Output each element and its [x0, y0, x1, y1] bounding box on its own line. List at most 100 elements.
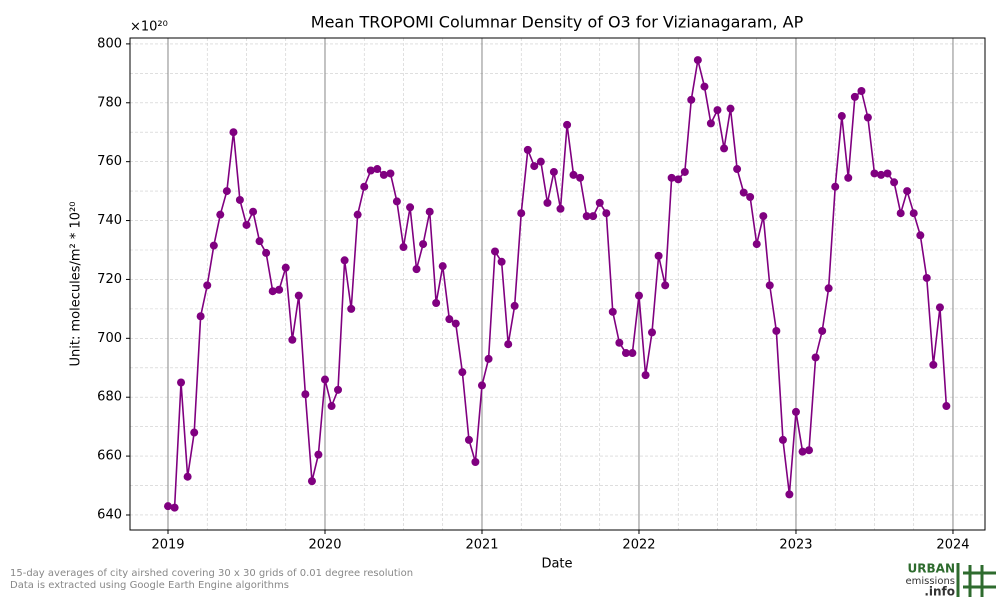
- x-tick-label: 2022: [622, 538, 655, 553]
- logo-text: emissions: [905, 576, 955, 587]
- marker: [844, 173, 853, 182]
- x-tick-label: 2024: [936, 538, 969, 553]
- marker: [759, 212, 768, 221]
- marker: [242, 220, 251, 229]
- marker: [458, 368, 467, 377]
- marker: [347, 304, 356, 313]
- marker: [811, 353, 820, 362]
- marker: [850, 92, 859, 101]
- footer-note: 15-day averages of city airshed covering…: [10, 568, 413, 579]
- plot-frame: [129, 37, 986, 531]
- marker: [353, 210, 362, 219]
- marker: [628, 349, 637, 358]
- x-tick-label: 2020: [308, 538, 341, 553]
- marker: [556, 204, 565, 213]
- marker: [190, 428, 199, 437]
- footer-note: Data is extracted using Google Earth Eng…: [10, 580, 289, 591]
- marker: [170, 503, 179, 512]
- marker: [667, 173, 676, 182]
- y-tick-label: 760: [97, 154, 122, 169]
- marker: [909, 209, 918, 218]
- marker: [320, 375, 329, 384]
- marker: [301, 390, 310, 399]
- marker: [216, 210, 225, 219]
- marker: [543, 198, 552, 207]
- marker: [746, 192, 755, 201]
- marker: [471, 457, 480, 466]
- x-tick-label: 2021: [465, 538, 498, 553]
- marker: [379, 170, 388, 179]
- marker: [340, 256, 349, 265]
- marker: [805, 446, 814, 455]
- x-tick-label: 2019: [151, 538, 184, 553]
- x-tick-label: 2023: [779, 538, 812, 553]
- marker: [432, 298, 441, 307]
- marker: [294, 291, 303, 300]
- marker: [863, 113, 872, 122]
- marker: [916, 231, 925, 240]
- marker: [281, 263, 290, 272]
- marker: [196, 312, 205, 321]
- marker: [765, 281, 774, 290]
- y-tick-label: 740: [97, 213, 122, 228]
- y-tick-label: 720: [97, 272, 122, 287]
- marker: [209, 241, 218, 250]
- logo-text: .info: [924, 585, 955, 599]
- marker: [942, 402, 951, 411]
- marker: [654, 251, 663, 260]
- marker: [491, 247, 500, 256]
- marker: [360, 182, 369, 191]
- marker: [438, 262, 447, 271]
- marker: [706, 119, 715, 128]
- marker: [314, 450, 323, 459]
- marker: [674, 175, 683, 184]
- marker: [857, 86, 866, 95]
- marker: [877, 170, 886, 179]
- marker: [739, 188, 748, 197]
- marker: [621, 349, 630, 358]
- logo-text: URBAN: [908, 562, 955, 576]
- marker: [922, 273, 931, 282]
- marker: [445, 315, 454, 324]
- marker: [366, 166, 375, 175]
- marker: [818, 326, 827, 335]
- y-tick-label: 640: [97, 507, 122, 522]
- marker: [177, 378, 186, 387]
- marker: [634, 291, 643, 300]
- marker: [203, 281, 212, 290]
- marker: [399, 243, 408, 252]
- marker: [484, 354, 493, 363]
- marker: [602, 209, 611, 218]
- y-tick-label: 800: [97, 36, 122, 51]
- marker: [615, 338, 624, 347]
- marker: [373, 165, 382, 174]
- marker: [935, 303, 944, 312]
- marker: [569, 170, 578, 179]
- marker: [255, 237, 264, 246]
- marker: [464, 435, 473, 444]
- marker: [262, 248, 271, 257]
- marker: [229, 128, 238, 137]
- marker: [386, 169, 395, 178]
- marker: [824, 284, 833, 293]
- marker: [392, 197, 401, 206]
- marker: [288, 335, 297, 344]
- marker: [791, 407, 800, 416]
- marker: [327, 402, 336, 411]
- marker: [425, 207, 434, 216]
- marker: [641, 371, 650, 380]
- chart-title: Mean TROPOMI Columnar Density of O3 for …: [311, 13, 804, 32]
- marker: [680, 167, 689, 176]
- marker: [517, 209, 526, 218]
- marker: [451, 319, 460, 328]
- x-axis-label: Date: [541, 557, 572, 572]
- marker: [870, 169, 879, 178]
- marker: [549, 167, 558, 176]
- marker: [896, 209, 905, 218]
- marker: [477, 381, 486, 390]
- marker: [183, 472, 192, 481]
- marker: [687, 95, 696, 104]
- y-tick-label: 660: [97, 449, 122, 464]
- marker: [576, 173, 585, 182]
